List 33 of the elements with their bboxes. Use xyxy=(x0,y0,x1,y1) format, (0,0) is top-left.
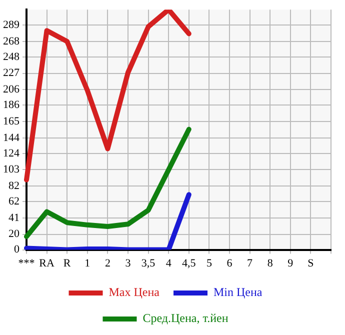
x-tick-label: *** xyxy=(18,257,35,270)
y-tick-label: 186 xyxy=(3,99,20,112)
legend-label: Min Цена xyxy=(213,285,263,300)
y-tick-label: 20 xyxy=(8,228,20,240)
y-tick-label: 0 xyxy=(14,244,20,256)
x-tick-label: 8 xyxy=(267,257,274,270)
y-tick-label: 82 xyxy=(8,180,20,192)
x-tick-label: 9 xyxy=(288,257,294,270)
x-tick-label: 2 xyxy=(104,257,110,270)
x-tick-label: RA xyxy=(39,257,54,270)
y-tick-label: 227 xyxy=(3,67,20,80)
x-tick-label: 5 xyxy=(206,257,212,270)
y-tick-label: 165 xyxy=(3,115,20,128)
y-tick-label: 268 xyxy=(3,35,20,48)
y-tick-label: 206 xyxy=(3,84,20,96)
x-tick-label: 4,5 xyxy=(182,257,196,270)
y-tick-label: 144 xyxy=(3,132,20,144)
y-tick-label: 41 xyxy=(8,212,20,224)
y-tick-label: 62 xyxy=(8,195,20,208)
legend-label: Max Цена xyxy=(108,285,160,300)
y-tick-label: 289 xyxy=(3,19,20,32)
x-tick-label: 7 xyxy=(247,257,254,270)
x-tick-label: 1 xyxy=(84,257,90,270)
x-tick-label: 6 xyxy=(226,257,233,270)
x-tick-label: 3 xyxy=(125,257,132,270)
y-tick-label: 103 xyxy=(3,164,20,176)
y-tick-label: 124 xyxy=(3,147,20,160)
y-tick-label: 248 xyxy=(3,50,20,63)
x-tick-label: 4 xyxy=(166,257,172,270)
x-tick-label: 3,5 xyxy=(141,257,156,270)
x-tick-label: S xyxy=(308,257,314,270)
legend-label: Сред.Цена, т.йен xyxy=(142,311,229,326)
x-tick-label: R xyxy=(63,257,72,270)
